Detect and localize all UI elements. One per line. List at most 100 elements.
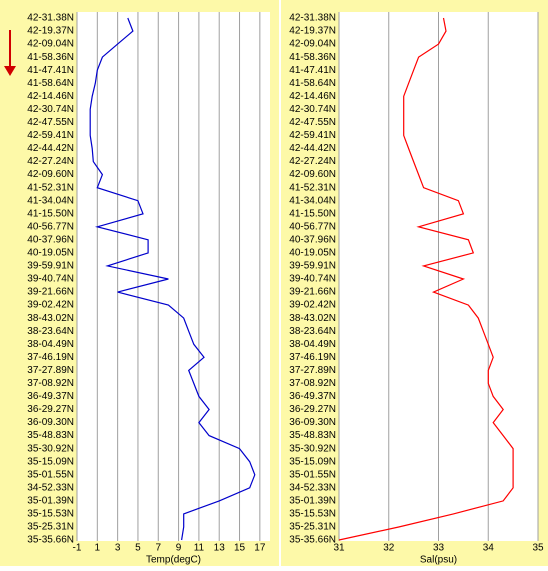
y-tick-label: 42-47.55N: [289, 117, 336, 128]
y-tick-label: 42-14.46N: [289, 91, 336, 102]
y-tick-label: 35-15.09N: [289, 456, 336, 467]
y-tick-label: 36-49.37N: [27, 391, 74, 402]
y-tick-label: 34-52.33N: [27, 482, 74, 493]
y-tick-label: 40-37.96N: [27, 234, 74, 245]
y-tick-label: 40-37.96N: [289, 234, 336, 245]
y-tick-label: 35-48.83N: [27, 430, 74, 441]
x-tick-label: 9: [176, 543, 182, 554]
y-tick-label: 36-29.27N: [289, 404, 336, 415]
x-tick-label: 15: [234, 543, 246, 554]
y-tick-label: 42-19.37N: [27, 26, 74, 37]
x-tick-label: 32: [383, 543, 395, 554]
y-tick-label: 39-02.42N: [289, 300, 336, 311]
y-tick-label: 40-56.77N: [27, 221, 74, 232]
y-tick-label: 37-08.92N: [27, 378, 74, 389]
y-tick-label: 41-15.50N: [27, 208, 74, 219]
x-tick-label: 5: [135, 543, 141, 554]
y-tick-label: 35-01.39N: [289, 495, 336, 506]
y-tick-label: 35-15.53N: [27, 509, 74, 520]
y-tick-label: 40-19.05N: [289, 248, 336, 259]
y-tick-label: 35-15.09N: [27, 456, 74, 467]
x-tick-label: 34: [483, 543, 495, 554]
y-tick-label: 36-29.27N: [27, 404, 74, 415]
y-tick-label: 42-19.37N: [289, 26, 336, 37]
y-tick-label: 41-15.50N: [289, 208, 336, 219]
y-tick-label: 42-09.60N: [27, 169, 74, 180]
y-tick-label: 39-40.74N: [289, 274, 336, 285]
y-tick-label: 41-52.31N: [27, 182, 74, 193]
y-tick-label: 34-52.33N: [289, 482, 336, 493]
y-tick-label: 35-35.66N: [289, 535, 336, 546]
y-tick-label: 42-59.41N: [289, 130, 336, 141]
y-tick-label: 38-43.02N: [289, 313, 336, 324]
y-tick-label: 42-44.42N: [289, 143, 336, 154]
y-tick-label: 35-01.55N: [289, 469, 336, 480]
direction-arrow: [4, 30, 16, 76]
y-tick-label: 41-58.36N: [289, 52, 336, 63]
y-tick-label: 37-27.89N: [27, 365, 74, 376]
x-tick-label: 17: [254, 543, 266, 554]
y-tick-label: 35-48.83N: [289, 430, 336, 441]
y-tick-label: 38-43.02N: [27, 313, 74, 324]
y-tick-label: 42-44.42N: [27, 143, 74, 154]
x-axis-label: Sal(psu): [420, 555, 457, 566]
y-tick-label: 40-56.77N: [289, 221, 336, 232]
y-tick-label: 42-09.04N: [289, 39, 336, 50]
y-tick-label: 35-01.55N: [27, 469, 74, 480]
y-tick-label: 42-30.74N: [27, 104, 74, 115]
y-tick-label: 35-25.31N: [27, 522, 74, 533]
y-tick-label: 39-40.74N: [27, 274, 74, 285]
y-tick-label: 41-47.41N: [27, 65, 74, 76]
y-tick-label: 37-27.89N: [289, 365, 336, 376]
y-tick-label: 42-09.60N: [289, 169, 336, 180]
y-tick-label: 37-46.19N: [289, 352, 336, 363]
x-tick-label: 33: [433, 543, 445, 554]
y-tick-label: 35-25.31N: [289, 522, 336, 533]
y-tick-label: 38-23.64N: [27, 326, 74, 337]
y-tick-label: 39-59.91N: [289, 261, 336, 272]
y-tick-label: 42-31.38N: [27, 13, 74, 24]
y-tick-label: 42-09.04N: [27, 39, 74, 50]
y-tick-label: 42-14.46N: [27, 91, 74, 102]
y-tick-label: 36-49.37N: [289, 391, 336, 402]
y-tick-label: 39-02.42N: [27, 300, 74, 311]
y-tick-label: 36-09.30N: [289, 417, 336, 428]
y-tick-label: 35-01.39N: [27, 495, 74, 506]
y-tick-label: 42-59.41N: [27, 130, 74, 141]
y-tick-label: 42-31.38N: [289, 13, 336, 24]
y-tick-label: 41-34.04N: [289, 195, 336, 206]
y-tick-label: 35-15.53N: [289, 509, 336, 520]
y-tick-label: 42-27.24N: [289, 156, 336, 167]
y-tick-label: 41-58.36N: [27, 52, 74, 63]
y-tick-label: 35-30.92N: [27, 443, 74, 454]
y-tick-label: 39-21.66N: [289, 287, 336, 298]
y-tick-label: 42-30.74N: [289, 104, 336, 115]
y-tick-label: 35-35.66N: [27, 535, 74, 546]
x-tick-label: 13: [214, 543, 226, 554]
plot-area: [77, 12, 270, 541]
y-tick-label: 37-08.92N: [289, 378, 336, 389]
x-tick-label: 3: [115, 543, 121, 554]
data-line: [89, 17, 256, 541]
data-line: [338, 17, 514, 541]
x-tick-label: 1: [95, 543, 101, 554]
y-tick-label: 38-23.64N: [289, 326, 336, 337]
y-tick-label: 42-47.55N: [27, 117, 74, 128]
x-tick-label: 31: [333, 543, 345, 554]
y-tick-label: 36-09.30N: [27, 417, 74, 428]
y-tick-label: 38-04.49N: [27, 339, 74, 350]
y-tick-label: 37-46.19N: [27, 352, 74, 363]
y-tick-label: 41-47.41N: [289, 65, 336, 76]
y-tick-label: 39-59.91N: [27, 261, 74, 272]
y-tick-label: 41-58.64N: [27, 78, 74, 89]
x-axis-label: Temp(degC): [146, 555, 201, 566]
x-tick-label: -1: [73, 543, 82, 554]
y-tick-label: 35-30.92N: [289, 443, 336, 454]
y-tick-label: 41-58.64N: [289, 78, 336, 89]
y-tick-label: 39-21.66N: [27, 287, 74, 298]
x-tick-label: 11: [194, 543, 205, 554]
y-tick-label: 40-19.05N: [27, 248, 74, 259]
y-tick-label: 41-34.04N: [27, 195, 74, 206]
y-tick-label: 38-04.49N: [289, 339, 336, 350]
